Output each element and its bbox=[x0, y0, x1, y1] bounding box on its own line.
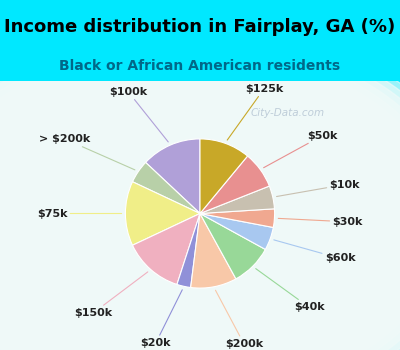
Circle shape bbox=[22, 114, 346, 332]
Text: Black or African American residents: Black or African American residents bbox=[60, 58, 340, 72]
Circle shape bbox=[0, 42, 400, 350]
Circle shape bbox=[153, 203, 215, 244]
Text: $40k: $40k bbox=[256, 268, 324, 312]
Text: $75k: $75k bbox=[37, 209, 122, 218]
Text: $200k: $200k bbox=[216, 290, 263, 349]
Text: $20k: $20k bbox=[140, 290, 182, 348]
Circle shape bbox=[0, 32, 400, 350]
Circle shape bbox=[92, 161, 276, 286]
Circle shape bbox=[0, 73, 400, 350]
Wedge shape bbox=[200, 214, 273, 250]
Wedge shape bbox=[200, 209, 274, 228]
Circle shape bbox=[161, 208, 207, 239]
Circle shape bbox=[122, 182, 246, 265]
Circle shape bbox=[0, 94, 376, 350]
Text: $150k: $150k bbox=[74, 272, 148, 318]
Circle shape bbox=[99, 166, 269, 280]
Wedge shape bbox=[132, 214, 200, 285]
Circle shape bbox=[176, 218, 192, 229]
Circle shape bbox=[0, 89, 384, 350]
Text: > $200k: > $200k bbox=[39, 134, 135, 170]
Wedge shape bbox=[200, 139, 248, 214]
Circle shape bbox=[0, 47, 400, 350]
Circle shape bbox=[115, 177, 253, 270]
Circle shape bbox=[69, 146, 299, 301]
Text: $60k: $60k bbox=[274, 240, 355, 264]
Circle shape bbox=[61, 140, 307, 306]
Wedge shape bbox=[200, 214, 265, 279]
Circle shape bbox=[46, 130, 322, 317]
Circle shape bbox=[0, 63, 400, 350]
Wedge shape bbox=[200, 186, 274, 214]
Circle shape bbox=[0, 83, 392, 350]
Circle shape bbox=[0, 21, 400, 350]
Circle shape bbox=[84, 156, 284, 291]
Wedge shape bbox=[177, 214, 200, 287]
Text: $30k: $30k bbox=[278, 217, 363, 227]
Circle shape bbox=[0, 78, 399, 350]
Wedge shape bbox=[146, 139, 200, 214]
Circle shape bbox=[169, 213, 199, 234]
Circle shape bbox=[107, 172, 261, 275]
Wedge shape bbox=[126, 182, 200, 245]
Text: $125k: $125k bbox=[227, 84, 283, 140]
Circle shape bbox=[0, 99, 369, 348]
Circle shape bbox=[0, 52, 400, 350]
Circle shape bbox=[15, 109, 353, 337]
Circle shape bbox=[53, 135, 315, 312]
Circle shape bbox=[0, 68, 400, 350]
Circle shape bbox=[30, 120, 338, 327]
Circle shape bbox=[138, 192, 230, 254]
Circle shape bbox=[0, 26, 400, 350]
Text: City-Data.com: City-Data.com bbox=[251, 108, 325, 118]
Wedge shape bbox=[191, 214, 236, 288]
Circle shape bbox=[0, 37, 400, 350]
Circle shape bbox=[7, 104, 361, 343]
Text: $50k: $50k bbox=[264, 131, 338, 168]
Wedge shape bbox=[132, 162, 200, 214]
Text: $100k: $100k bbox=[109, 87, 168, 142]
Circle shape bbox=[38, 125, 330, 322]
Circle shape bbox=[76, 151, 292, 296]
Wedge shape bbox=[200, 156, 269, 214]
Circle shape bbox=[130, 187, 238, 260]
Text: $10k: $10k bbox=[276, 180, 360, 196]
Text: Income distribution in Fairplay, GA (%): Income distribution in Fairplay, GA (%) bbox=[4, 18, 396, 36]
Circle shape bbox=[0, 57, 400, 350]
Circle shape bbox=[146, 197, 222, 249]
